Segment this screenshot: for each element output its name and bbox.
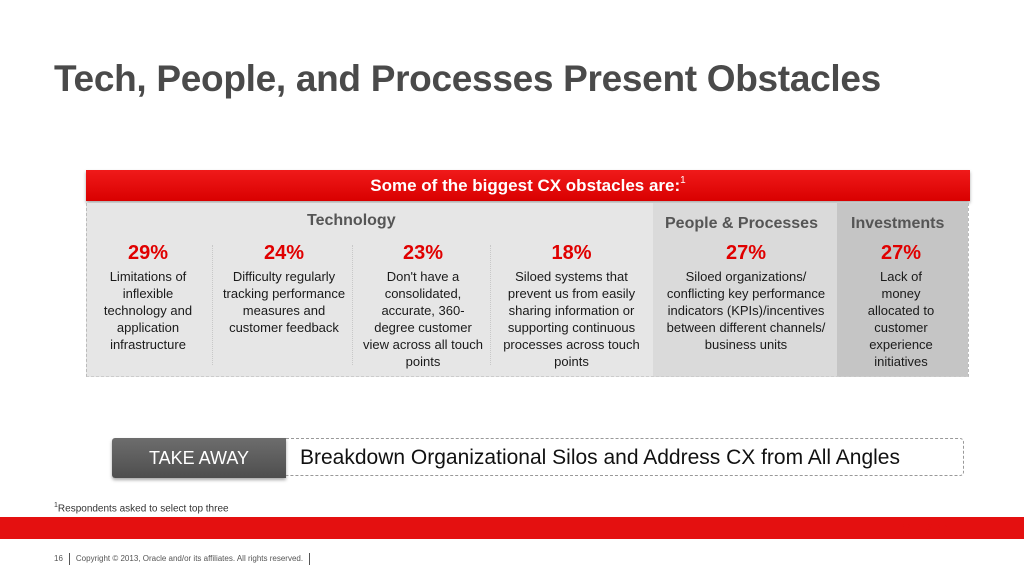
footer-red-bar [0, 517, 1024, 539]
people-processes-heading: People & Processes [665, 215, 818, 232]
obstacles-banner: Some of the biggest CX obstacles are:1 [86, 170, 970, 201]
obstacle-column-6: 27% Lack of money allocated to customer … [860, 240, 942, 370]
page-title: Tech, People, and Processes Present Obst… [54, 58, 881, 99]
obstacle-column-1: 29% Limitations of inflexible technology… [93, 240, 203, 353]
obstacle-percentage: 27% [880, 242, 922, 264]
copyright-text: Copyright © 2013, Oracle and/or its affi… [75, 554, 304, 564]
takeaway-text: Breakdown Organizational Silos and Addre… [286, 438, 964, 476]
footnote-mark: 1 [54, 502, 58, 509]
page-number: 16 [54, 554, 63, 564]
separator [68, 553, 70, 565]
footer-copyright-line: 16 Copyright © 2013, Oracle and/or its af… [54, 553, 316, 565]
obstacle-column-5: 27% Siloed organizations/ conflicting ke… [660, 240, 832, 353]
technology-panel [86, 203, 653, 377]
footnote: 1Respondents asked to select top three [54, 502, 229, 514]
obstacle-description: Siloed organizations/ conflicting key pe… [666, 269, 826, 352]
obstacle-description: Don't have a consolidated, accurate, 360… [363, 269, 483, 369]
obstacle-percentage: 18% [551, 242, 592, 264]
column-divider [352, 245, 353, 365]
investments-panel [837, 203, 968, 377]
oracle-logo: ORACLE [900, 521, 970, 538]
obstacle-percentage: 27% [725, 242, 767, 264]
obstacle-percentage: 23% [402, 242, 444, 264]
obstacle-description: Lack of money allocated to customer expe… [867, 269, 935, 369]
investments-heading: Investments [851, 215, 945, 232]
banner-text: Some of the biggest CX obstacles are: [370, 176, 681, 195]
column-divider [212, 245, 213, 365]
obstacle-description: Difficulty regularly tracking performanc… [222, 269, 346, 335]
obstacle-percentage: 24% [263, 242, 305, 264]
obstacle-description: Limitations of inflexible technology and… [103, 269, 193, 352]
banner-footnote-mark: 1 [680, 175, 686, 186]
footnote-text: Respondents asked to select top three [57, 503, 229, 515]
panel-border [86, 203, 969, 377]
obstacle-column-2: 24% Difficulty regularly tracking perfor… [222, 240, 346, 336]
obstacle-column-3: 23% Don't have a consolidated, accurate,… [362, 240, 484, 370]
column-divider [490, 245, 491, 365]
technology-heading: Technology [307, 212, 396, 229]
obstacle-percentage: 29% [127, 242, 169, 264]
people-processes-panel [653, 203, 837, 377]
separator [309, 553, 311, 565]
obstacle-column-4: 18% Siloed systems that prevent us from … [498, 240, 645, 370]
obstacle-description: Siloed systems that prevent us from easi… [503, 269, 640, 369]
takeaway-label: TAKE AWAY [112, 438, 286, 478]
